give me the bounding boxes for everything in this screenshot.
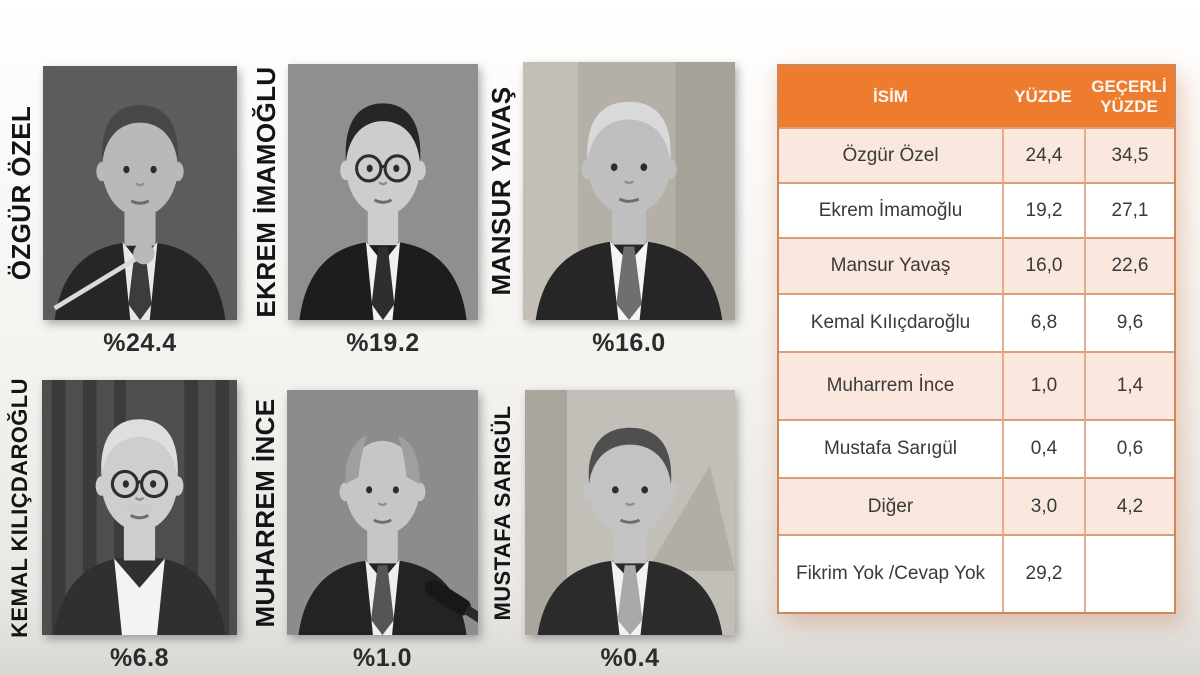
table-cell-name-row6: Mustafa Sarıgül — [779, 419, 1002, 477]
table-cell-yuzde-row5: 1,0 — [1002, 351, 1084, 419]
candidate-card-2: EKREM İMAMOĞLU %19.2 — [244, 64, 478, 364]
candidate-name-label: KEMAL KILIÇDAROĞLU — [7, 377, 32, 638]
table-header-gecerli-yuzde: GEÇERLİ YÜZDE — [1084, 66, 1174, 127]
table-cell-name-row5: Muharrem İnce — [779, 351, 1002, 419]
candidate-photo-3 — [523, 62, 735, 320]
candidate-percentage: %19.2 — [346, 329, 420, 357]
table-cell-yuzde-row7: 3,0 — [1002, 477, 1084, 534]
table-cell-gecerli-row4: 9,6 — [1084, 293, 1174, 351]
candidate-percentage: %0.4 — [600, 644, 660, 672]
table-cell-name-row8: Fikrim Yok /Cevap Yok — [779, 534, 1002, 612]
candidate-photo-4 — [42, 380, 237, 635]
table-cell-name-row7: Diğer — [779, 477, 1002, 534]
table-cell-name-row1: Özgür Özel — [779, 127, 1002, 182]
candidate-name-label: EKREM İMAMOĞLU — [251, 66, 281, 318]
candidate-name-label: ÖZGÜR ÖZEL — [6, 105, 36, 281]
table-cell-gecerli-row2: 27,1 — [1084, 182, 1174, 237]
table-cell-yuzde-row1: 24,4 — [1002, 127, 1084, 182]
candidate-name-label: MUHARREM İNCE — [250, 397, 280, 628]
table-cell-gecerli-row6: 0,6 — [1084, 419, 1174, 477]
table-cell-name-row3: Mansur Yavaş — [779, 237, 1002, 293]
table-cell-yuzde-row2: 19,2 — [1002, 182, 1084, 237]
table-cell-gecerli-row1: 34,5 — [1084, 127, 1174, 182]
candidate-card-5: MUHARREM İNCE %1.0 — [243, 390, 478, 675]
table-cell-gecerli-row5: 1,4 — [1084, 351, 1174, 419]
candidate-photo-2 — [288, 64, 478, 320]
table-cell-gecerli-row8 — [1084, 534, 1174, 612]
table-cell-name-row4: Kemal Kılıçdaroğlu — [779, 293, 1002, 351]
table-cell-gecerli-row3: 22,6 — [1084, 237, 1174, 293]
table-header-yuzde: YÜZDE — [1002, 66, 1084, 127]
candidate-card-4: KEMAL KILIÇDAROĞLU %6.8 — [0, 377, 237, 675]
table-cell-gecerli-row7: 4,2 — [1084, 477, 1174, 534]
candidate-percentage: %1.0 — [353, 644, 412, 672]
table-cell-yuzde-row4: 6,8 — [1002, 293, 1084, 351]
table-cell-yuzde-row6: 0,4 — [1002, 419, 1084, 477]
candidate-card-3: MANSUR YAVAŞ %16.0 — [479, 62, 735, 364]
candidate-percentage: %16.0 — [592, 329, 666, 357]
candidate-photo-1 — [43, 66, 237, 320]
results-table: İSİM YÜZDE GEÇERLİ YÜZDE Özgür Özel 24,4 34,5… — [777, 64, 1176, 614]
candidate-photo-6 — [525, 390, 735, 635]
candidate-percentage: %6.8 — [110, 644, 169, 672]
table-cell-yuzde-row3: 16,0 — [1002, 237, 1084, 293]
candidate-card-6: MUSTAFA SARIGÜL %0.4 — [481, 390, 735, 675]
candidate-name-label: MUSTAFA SARIGÜL — [490, 405, 515, 620]
candidate-photo-5 — [287, 390, 478, 635]
candidate-percentage: %24.4 — [103, 329, 177, 357]
candidate-card-1: ÖZGÜR ÖZEL %24.4 — [0, 66, 237, 364]
table-header-isim: İSİM — [779, 66, 1002, 127]
candidate-name-label: MANSUR YAVAŞ — [486, 86, 516, 296]
table-cell-yuzde-row8: 29,2 — [1002, 534, 1084, 612]
table-cell-name-row2: Ekrem İmamoğlu — [779, 182, 1002, 237]
